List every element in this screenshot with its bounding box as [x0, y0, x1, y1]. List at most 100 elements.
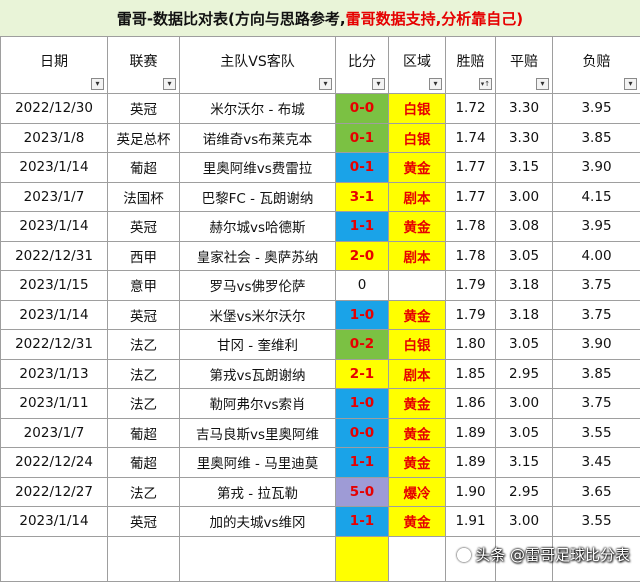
cell-date[interactable]: 2023/1/14 [1, 300, 108, 330]
filter-dropdown-icon[interactable]: ▾ [624, 78, 637, 90]
cell-region[interactable]: 剧本 [389, 241, 446, 271]
cell-win[interactable]: 1.85 [446, 359, 496, 389]
cell-score[interactable]: 5-0 [336, 477, 389, 507]
cell-score[interactable]: 1-1 [336, 507, 389, 537]
filter-dropdown-icon[interactable]: ▾ [163, 78, 176, 90]
cell-win[interactable]: 1.77 [446, 153, 496, 183]
cell-loss[interactable]: 3.75 [553, 389, 640, 419]
cell-loss[interactable]: 3.95 [553, 212, 640, 242]
cell-loss[interactable]: 4.15 [553, 182, 640, 212]
cell-win[interactable]: 1.90 [446, 477, 496, 507]
cell-win[interactable]: 1.89 [446, 418, 496, 448]
cell-date[interactable]: 2023/1/13 [1, 359, 108, 389]
cell-match[interactable]: 巴黎FC - 瓦朗谢纳 [180, 182, 336, 212]
cell-win[interactable]: 1.72 [446, 94, 496, 124]
cell-draw[interactable]: 3.15 [496, 153, 553, 183]
cell-win[interactable]: 1.80 [446, 330, 496, 360]
cell-score[interactable]: 2-0 [336, 241, 389, 271]
cell-score[interactable]: 1-1 [336, 448, 389, 478]
cell-date[interactable]: 2023/1/8 [1, 123, 108, 153]
cell-match[interactable]: 诺维奇vs布莱克本 [180, 123, 336, 153]
cell-loss[interactable]: 3.75 [553, 300, 640, 330]
sort-asc-filter-icon[interactable]: ▾↑ [479, 78, 492, 90]
cell-loss[interactable]: 3.75 [553, 271, 640, 301]
cell-date[interactable]: 2023/1/15 [1, 271, 108, 301]
cell-date[interactable]: 2023/1/7 [1, 182, 108, 212]
cell-win[interactable]: 1.74 [446, 123, 496, 153]
cell-date[interactable]: 2023/1/14 [1, 212, 108, 242]
cell-win[interactable]: 1.86 [446, 389, 496, 419]
cell-loss[interactable]: 3.85 [553, 359, 640, 389]
cell-draw[interactable]: 2.95 [496, 359, 553, 389]
cell-league[interactable]: 法乙 [108, 389, 180, 419]
cell-region[interactable]: 爆冷 [389, 477, 446, 507]
cell-match[interactable]: 勒阿弗尔vs索肖 [180, 389, 336, 419]
cell-score[interactable]: 0-1 [336, 123, 389, 153]
cell-draw[interactable]: 3.30 [496, 94, 553, 124]
cell-match[interactable]: 罗马vs佛罗伦萨 [180, 271, 336, 301]
cell-date[interactable]: 2022/12/24 [1, 448, 108, 478]
cell-date[interactable]: 2023/1/11 [1, 389, 108, 419]
cell-region[interactable]: 黄金 [389, 389, 446, 419]
cell-draw[interactable]: 3.30 [496, 123, 553, 153]
filter-dropdown-icon[interactable]: ▾ [319, 78, 332, 90]
cell-score[interactable]: 1-1 [336, 212, 389, 242]
cell-region[interactable]: 黄金 [389, 212, 446, 242]
cell-match[interactable]: 第戎 - 拉瓦勒 [180, 477, 336, 507]
cell-score[interactable]: 0-0 [336, 94, 389, 124]
filter-dropdown-icon[interactable]: ▾ [536, 78, 549, 90]
filter-dropdown-icon[interactable]: ▾ [91, 78, 104, 90]
cell-region[interactable]: 剧本 [389, 182, 446, 212]
cell-region[interactable] [389, 271, 446, 301]
cell-loss[interactable]: 3.55 [553, 418, 640, 448]
cell-win[interactable]: 1.79 [446, 271, 496, 301]
empty-cell-score[interactable] [336, 536, 389, 581]
cell-league[interactable]: 英冠 [108, 212, 180, 242]
cell-draw[interactable]: 3.05 [496, 241, 553, 271]
cell-match[interactable]: 皇家社会 - 奥萨苏纳 [180, 241, 336, 271]
cell-score[interactable]: 3-1 [336, 182, 389, 212]
cell-score[interactable]: 0-1 [336, 153, 389, 183]
cell-region[interactable]: 黄金 [389, 448, 446, 478]
cell-match[interactable]: 第戎vs瓦朗谢纳 [180, 359, 336, 389]
cell-match[interactable]: 吉马良斯vs里奥阿维 [180, 418, 336, 448]
cell-win[interactable]: 1.78 [446, 241, 496, 271]
cell-loss[interactable]: 3.95 [553, 94, 640, 124]
cell-match[interactable]: 甘冈 - 奎维利 [180, 330, 336, 360]
cell-league[interactable]: 法乙 [108, 359, 180, 389]
cell-score[interactable]: 1-0 [336, 300, 389, 330]
cell-league[interactable]: 英冠 [108, 507, 180, 537]
cell-draw[interactable]: 3.08 [496, 212, 553, 242]
cell-region[interactable]: 剧本 [389, 359, 446, 389]
cell-draw[interactable]: 3.18 [496, 300, 553, 330]
empty-cell-region[interactable] [389, 536, 446, 581]
cell-match[interactable]: 加的夫城vs维冈 [180, 507, 336, 537]
cell-win[interactable]: 1.78 [446, 212, 496, 242]
cell-league[interactable]: 葡超 [108, 418, 180, 448]
cell-date[interactable]: 2022/12/31 [1, 241, 108, 271]
cell-win[interactable]: 1.89 [446, 448, 496, 478]
cell-loss[interactable]: 3.85 [553, 123, 640, 153]
cell-league[interactable]: 法国杯 [108, 182, 180, 212]
cell-win[interactable]: 1.77 [446, 182, 496, 212]
cell-date[interactable]: 2022/12/30 [1, 94, 108, 124]
cell-region[interactable]: 黄金 [389, 507, 446, 537]
cell-region[interactable]: 白银 [389, 94, 446, 124]
cell-draw[interactable]: 3.00 [496, 182, 553, 212]
filter-dropdown-icon[interactable]: ▾ [429, 78, 442, 90]
cell-loss[interactable]: 4.00 [553, 241, 640, 271]
cell-match[interactable]: 里奥阿维 - 马里迪莫 [180, 448, 336, 478]
cell-draw[interactable]: 3.05 [496, 418, 553, 448]
cell-draw[interactable]: 3.05 [496, 330, 553, 360]
cell-draw[interactable]: 3.18 [496, 271, 553, 301]
cell-date[interactable]: 2022/12/31 [1, 330, 108, 360]
cell-league[interactable]: 葡超 [108, 448, 180, 478]
cell-region[interactable]: 黄金 [389, 418, 446, 448]
cell-date[interactable]: 2022/12/27 [1, 477, 108, 507]
cell-date[interactable]: 2023/1/7 [1, 418, 108, 448]
cell-date[interactable]: 2023/1/14 [1, 153, 108, 183]
cell-league[interactable]: 英冠 [108, 300, 180, 330]
cell-region[interactable]: 黄金 [389, 153, 446, 183]
cell-loss[interactable]: 3.90 [553, 153, 640, 183]
cell-match[interactable]: 米尔沃尔 - 布城 [180, 94, 336, 124]
